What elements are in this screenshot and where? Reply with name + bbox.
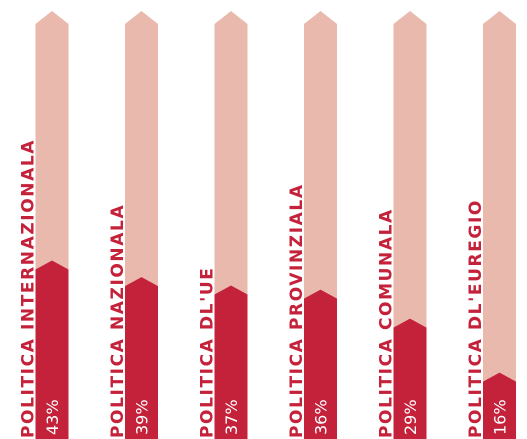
category-label: POLITICA INTERNAZIONALA — [19, 139, 39, 438]
data-label: 43% — [43, 399, 62, 435]
category-label: POLITICA DL'EUREGIO — [466, 199, 486, 438]
bar — [125, 277, 158, 439]
data-label: 29% — [401, 399, 420, 435]
bar — [304, 289, 337, 439]
data-label: 36% — [312, 399, 331, 435]
data-label: 37% — [222, 399, 241, 435]
category-label: POLITICA DL'UE — [198, 266, 218, 438]
bar — [483, 372, 516, 439]
data-label: 39% — [133, 399, 152, 435]
bar — [393, 318, 427, 439]
bar — [214, 285, 248, 439]
category-label: POLITICA PROVINZIALA — [287, 183, 307, 438]
category-label: POLITICA NAZIONALA — [108, 204, 128, 438]
bar — [35, 260, 69, 439]
category-label: POLITICA COMUNALA — [377, 208, 397, 438]
bar-track — [483, 11, 516, 439]
data-label: 16% — [491, 399, 510, 435]
